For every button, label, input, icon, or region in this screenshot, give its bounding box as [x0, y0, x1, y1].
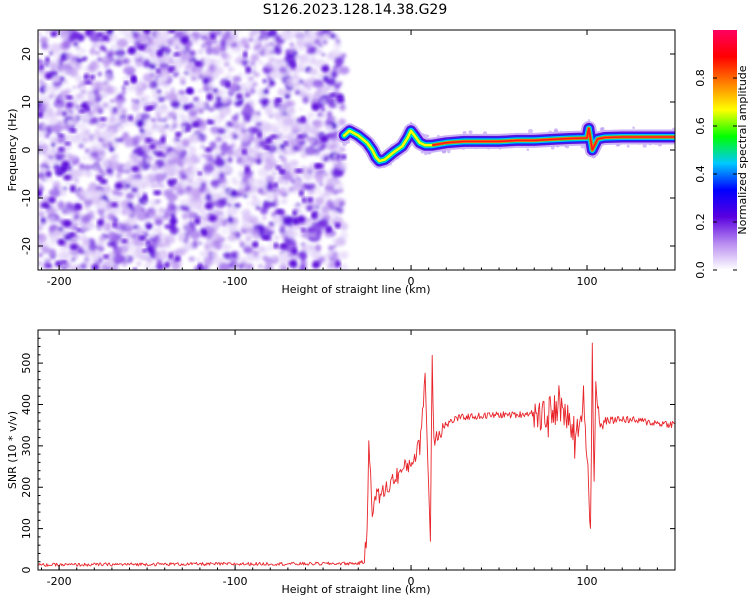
noise-texture [38, 30, 350, 270]
heatmap-xtick-label: -200 [47, 275, 72, 288]
snr-xlabel: Height of straight line (km) [281, 583, 430, 596]
colorbar-bar [713, 30, 737, 270]
snr-xtick-label: -100 [223, 575, 248, 588]
heatmap-ytick-label: 20 [20, 47, 33, 61]
colorbar-label: Normalized spectral amplitude [736, 65, 749, 234]
snr-ticks: -200 -100 0 100 0 100 200 300 400 500 [20, 330, 676, 588]
snr-plot-area [38, 342, 675, 567]
heatmap-ylabel: Frequency (Hz) [6, 109, 19, 192]
snr-frame [37, 329, 676, 571]
snr-ytick-label: 100 [20, 518, 33, 539]
snr-ytick-label: 0 [20, 567, 33, 574]
snr-ytick-label: 300 [20, 435, 33, 456]
colorbar: 0.0 0.2 0.4 0.6 0.8 Normalized spectral ampl… [694, 30, 749, 279]
heatmap-xlabel: Height of straight line (km) [281, 283, 430, 296]
heatmap-ytick-label: 0 [20, 147, 33, 154]
colorbar-ticks: 0.0 0.2 0.4 0.6 0.8 [694, 69, 737, 279]
heatmap-ytick-label: -20 [20, 237, 33, 255]
colorbar-tick-label: 0.6 [694, 117, 707, 135]
heatmap-ytick-label: -10 [20, 189, 33, 207]
heatmap-xtick-label: -100 [223, 275, 248, 288]
snr-ytick-label: 200 [20, 477, 33, 498]
signal-ridge [336, 119, 675, 169]
heatmap-xtick-label: 100 [577, 275, 598, 288]
snr-panel: -200 -100 0 100 0 100 200 300 400 500 Height of s… [6, 329, 676, 596]
heatmap-frame [37, 29, 676, 271]
snr-xtick-label: 100 [577, 575, 598, 588]
snr-ylabel: SNR (10 * v/v) [6, 411, 19, 489]
heatmap-area [38, 30, 675, 270]
colorbar-tick-label: 0.0 [694, 261, 707, 279]
colorbar-tick-label: 0.4 [694, 165, 707, 183]
colorbar-tick-label: 0.8 [694, 69, 707, 87]
snr-ytick-label: 500 [20, 353, 33, 374]
colorbar-tick-label: 0.2 [694, 213, 707, 231]
snr-line [38, 342, 675, 567]
snr-xtick-label: -200 [47, 575, 72, 588]
chart-title: S126.2023.128.14.38.G29 [263, 2, 448, 18]
snr-xtick-label: 0 [408, 575, 415, 588]
heatmap-ytick-label: 10 [20, 95, 33, 109]
snr-ytick-label: 400 [20, 394, 33, 415]
heatmap-xtick-label: 0 [408, 275, 415, 288]
